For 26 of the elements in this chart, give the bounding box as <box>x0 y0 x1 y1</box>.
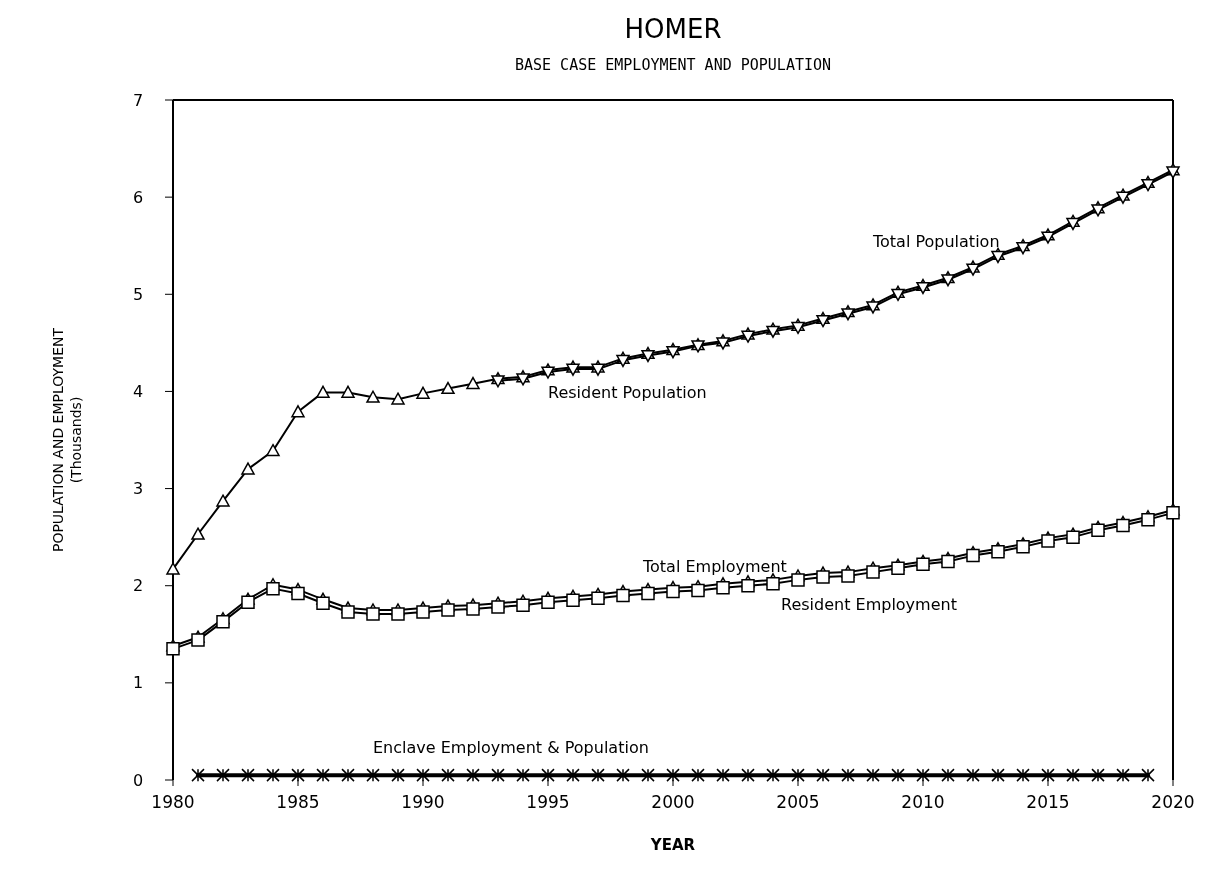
y-axis-title: POPULATION AND EMPLOYMENT (Thousands) <box>50 327 85 553</box>
x-tick-label: 2000 <box>651 792 695 812</box>
y-tick-label: 2 <box>132 576 144 596</box>
y-tick-label: 4 <box>132 382 144 402</box>
series-label: Enclave Employment & Population <box>373 738 649 758</box>
series-label: Resident Employment <box>781 594 957 614</box>
x-tick-label: 2010 <box>901 792 945 812</box>
chart-title: HOMER <box>624 14 722 44</box>
x-tick-label: 2015 <box>1026 792 1070 812</box>
chart-subtitle: BASE CASE EMPLOYMENT AND POPULATION <box>514 56 832 74</box>
x-tick-label: 2005 <box>776 792 820 812</box>
y-tick-label: 3 <box>132 479 144 499</box>
x-axis-title: YEAR <box>649 836 696 854</box>
y-tick-label: 1 <box>132 673 144 693</box>
y-tick-label: 7 <box>132 90 144 110</box>
x-tick-label: 2020 <box>1151 792 1195 812</box>
series-label: Total Employment <box>642 556 787 576</box>
x-tick-label: 1990 <box>401 792 445 812</box>
x-tick-label: 1995 <box>526 792 570 812</box>
x-tick-label: 1985 <box>276 792 320 812</box>
y-tick-label: 5 <box>132 284 144 304</box>
series-label: Total Population <box>872 231 1000 251</box>
y-tick-label: 0 <box>132 770 144 790</box>
y-tick-label: 6 <box>132 187 144 207</box>
x-tick-label: 1980 <box>151 792 195 812</box>
series-label: Resident Population <box>548 383 707 402</box>
